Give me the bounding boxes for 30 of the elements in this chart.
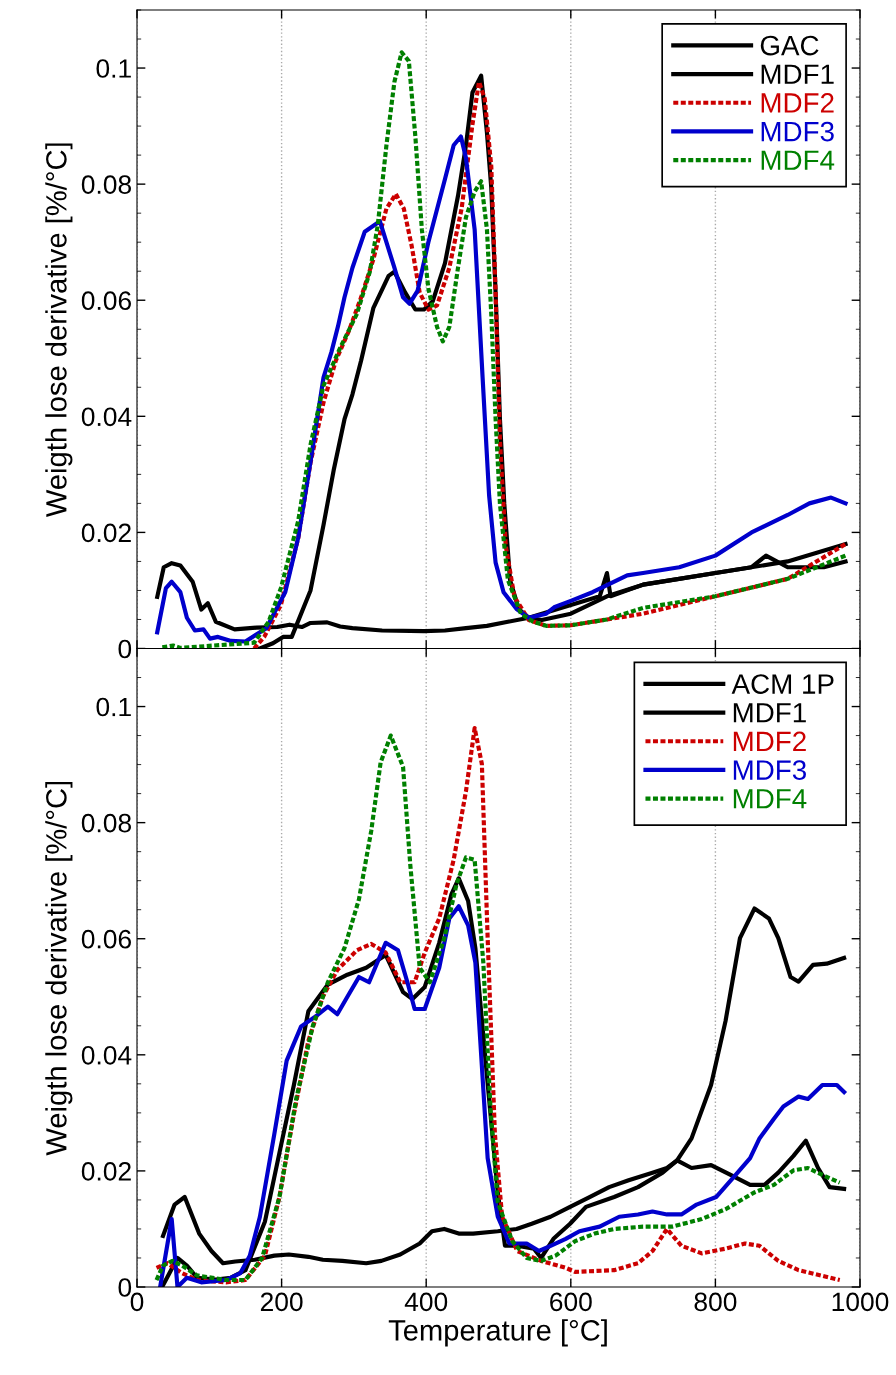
legend-label: ACM 1P [731,674,834,694]
legend-label: MDF3 [733,760,806,780]
y-axis-title: Weigth lose derivative [%/°C] [45,781,73,1156]
y-tick-label: 0.04 [81,1045,132,1065]
x-axis-title: Temperature [°C] [388,1319,607,1347]
x-tick-label: 1000 [832,1292,889,1312]
y-tick-label: 0.08 [81,813,131,833]
legend-label: MDF1 [761,64,834,84]
x-tick-label: 400 [404,1292,448,1312]
legend-label: MDF2 [733,731,806,751]
y-tick-label: 0.08 [81,175,131,194]
y-tick-label: 0 [118,639,132,659]
legend-label: MDF1 [733,703,806,723]
legend-label: MDF2 [761,93,834,113]
legend-label: MDF3 [761,121,834,142]
y-tick-label: 0.02 [81,523,131,543]
x-tick-label: 800 [694,1292,737,1312]
x-tick-label: 600 [550,1292,592,1312]
legend-label: MDF4 [733,789,807,809]
y-tick-label: 0.04 [81,407,132,427]
y-tick-label: 0.06 [81,929,131,949]
y-tick-label: 0.1 [96,697,131,717]
y-tick-label: 0.1 [96,59,131,78]
y-axis-title: Weigth lose derivative [%/°C] [45,143,73,518]
x-tick-label: 200 [260,1292,303,1312]
y-tick-label: 0.06 [81,291,131,311]
y-tick-label: 0.02 [81,1162,131,1181]
legend-label: GAC [760,35,819,56]
y-tick-label: 0 [118,1278,132,1297]
legend-label: MDF4 [761,150,835,170]
